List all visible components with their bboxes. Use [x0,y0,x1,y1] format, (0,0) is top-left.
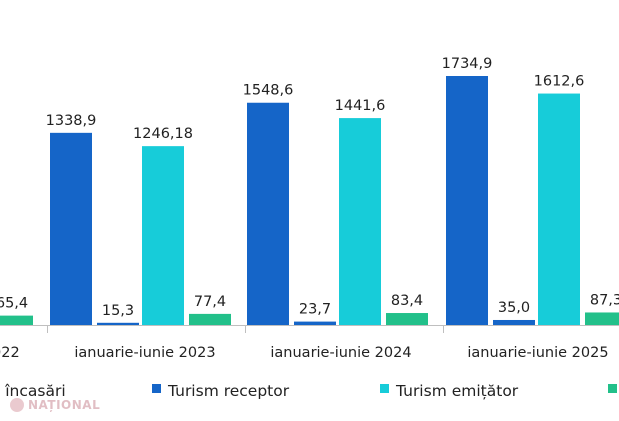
bar [386,313,428,325]
bar-value-label: 87,3 [590,292,619,308]
bar-value-label: 1612,6 [534,74,585,90]
legend-label: l încasări [0,382,66,400]
x-axis-label: ianuarie-iunie 2023 [74,345,215,361]
bar-value-label: 35,0 [498,300,530,316]
x-axis-label: ianuarie-iunie 2024 [270,345,411,361]
bar-value-label: 23,7 [299,302,331,318]
legend-swatch [152,384,161,393]
bar [142,146,184,325]
bar [585,312,619,325]
bar-value-label: 1441,6 [335,98,386,114]
bar-value-label: 83,4 [391,293,423,309]
x-axis-label: ianuarie-iunie 2025 [467,345,608,361]
bar-value-label: 1734,9 [442,56,493,72]
bar [446,76,488,325]
bar-value-label: 65,4 [0,296,28,312]
bar [294,321,336,325]
x-axis-ticks [47,325,444,333]
legend-swatch [608,384,617,393]
bar [339,118,381,325]
bar [538,93,580,325]
bars-layer [0,76,619,325]
bar [189,313,231,325]
value-labels-layer: 1338,9 1548,6 1734,9 15,3 23,7 35,0 1246,18 144… [0,56,619,319]
legend-label: Turism receptor [167,382,290,400]
bar-value-label: 15,3 [102,303,134,319]
legend-label: Turism emițător [395,382,519,400]
bar [0,315,33,325]
bar-value-label: 1338,9 [46,113,97,129]
x-axis-labels: 022 ianuarie-iunie 2023 ianuarie-iunie 202… [0,345,609,361]
bar [97,322,139,325]
x-axis-label: 022 [0,345,20,361]
bar-value-label: 77,4 [194,294,226,310]
legend: l încasări Turism receptor Turism emițător [0,382,617,400]
bar-value-label: 1548,6 [243,83,294,99]
legend-swatch [380,384,389,393]
bar [50,132,92,325]
bar [247,102,289,325]
bar-value-label: 1246,18 [133,126,193,142]
bar [493,319,535,325]
